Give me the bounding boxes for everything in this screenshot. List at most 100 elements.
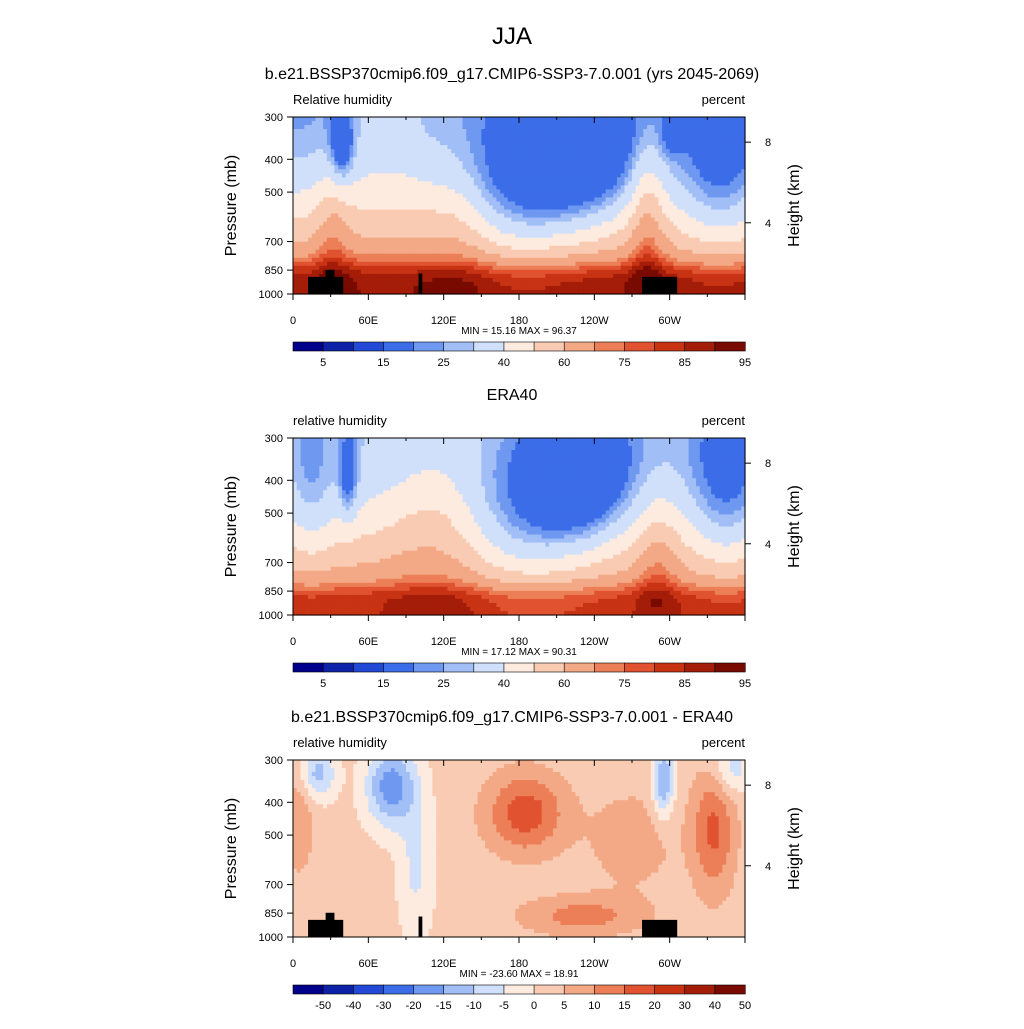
contour-cell bbox=[741, 181, 746, 186]
contour-cell bbox=[680, 121, 686, 126]
contour-cell bbox=[722, 277, 727, 283]
contour-cell bbox=[500, 137, 505, 142]
contour-cell bbox=[372, 169, 377, 174]
contour-cell bbox=[338, 217, 343, 223]
contour-cell bbox=[654, 153, 659, 158]
contour-cell bbox=[424, 257, 430, 263]
contour-cell bbox=[613, 173, 618, 178]
contour-cell bbox=[473, 117, 479, 122]
contour-cell bbox=[650, 221, 656, 227]
contour-cell bbox=[684, 145, 690, 150]
contour-cell bbox=[345, 181, 351, 186]
contour-cell bbox=[462, 181, 467, 186]
contour-cell bbox=[726, 185, 731, 191]
contour-cell bbox=[594, 181, 599, 186]
contour-cell bbox=[357, 145, 362, 150]
contour-cell bbox=[560, 197, 565, 203]
contour-cell bbox=[402, 133, 407, 138]
contour-cell bbox=[458, 181, 464, 186]
contour-cell bbox=[707, 229, 712, 235]
contour-cell bbox=[500, 181, 505, 186]
contour-cell bbox=[390, 145, 396, 150]
contour-cell bbox=[654, 269, 659, 275]
contour-cell bbox=[296, 145, 302, 150]
contour-cell bbox=[594, 177, 599, 182]
contour-cell bbox=[722, 205, 727, 211]
contour-cell bbox=[507, 245, 513, 251]
contour-cell bbox=[345, 261, 351, 267]
contour-cell bbox=[500, 193, 505, 199]
contour-cell bbox=[537, 277, 543, 283]
contour-cell bbox=[650, 253, 656, 259]
contour-cell bbox=[406, 277, 411, 283]
contour-cell bbox=[436, 181, 441, 186]
contour-cell bbox=[338, 173, 343, 178]
contour-cell bbox=[609, 257, 614, 263]
contour-cell bbox=[341, 261, 347, 267]
contour-cell bbox=[368, 257, 373, 263]
contour-cell bbox=[665, 189, 671, 195]
contour-cell bbox=[688, 233, 693, 239]
contour-cell bbox=[733, 125, 739, 130]
contour-cell bbox=[643, 205, 648, 211]
contour-cell bbox=[364, 201, 369, 207]
contour-cell bbox=[605, 121, 610, 126]
contour-cell bbox=[515, 133, 520, 138]
contour-cell bbox=[375, 161, 381, 166]
contour-cell bbox=[360, 129, 366, 134]
contour-cell bbox=[432, 181, 437, 186]
contour-cell bbox=[349, 253, 354, 259]
contour-cell bbox=[424, 169, 430, 174]
contour-cell bbox=[311, 149, 317, 154]
contour-cell bbox=[680, 157, 686, 162]
contour-cell bbox=[647, 221, 652, 227]
contour-cell bbox=[601, 269, 607, 275]
contour-cell bbox=[726, 213, 731, 219]
contour-cell bbox=[613, 249, 618, 255]
contour-cell bbox=[383, 253, 388, 259]
contour-cell bbox=[696, 185, 701, 191]
contour-cell bbox=[571, 225, 577, 231]
contour-cell bbox=[718, 141, 723, 146]
contour-cell bbox=[308, 133, 313, 138]
contour-cell bbox=[605, 241, 610, 247]
contour-cell bbox=[632, 165, 637, 170]
contour-cell bbox=[635, 209, 641, 215]
contour-cell bbox=[458, 157, 464, 162]
contour-cell bbox=[398, 213, 403, 219]
contour-cell bbox=[383, 205, 388, 211]
contour-cell bbox=[413, 233, 418, 239]
contour-cell bbox=[511, 141, 516, 146]
contour-cell bbox=[665, 197, 671, 203]
contour-cell bbox=[560, 237, 565, 243]
contour-cell bbox=[424, 165, 430, 170]
contour-cell bbox=[654, 245, 659, 251]
contour-cell bbox=[428, 253, 433, 259]
contour-cell bbox=[530, 217, 535, 223]
contour-cell bbox=[364, 209, 369, 215]
contour-cell bbox=[628, 181, 633, 186]
contour-cell bbox=[703, 121, 708, 126]
contour-cell bbox=[308, 181, 313, 186]
contour-cell bbox=[334, 233, 339, 239]
contour-cell bbox=[398, 189, 403, 195]
contour-cell bbox=[496, 145, 501, 150]
contour-cell bbox=[477, 229, 482, 235]
contour-cell bbox=[293, 121, 298, 126]
contour-cell bbox=[526, 241, 531, 247]
contour-cell bbox=[338, 273, 343, 279]
contour-cell bbox=[345, 201, 351, 207]
contour-cell bbox=[454, 161, 460, 166]
contour-cell bbox=[654, 237, 659, 243]
contour-cell bbox=[616, 153, 622, 158]
contour-cell bbox=[699, 213, 705, 219]
contour-cell bbox=[492, 261, 497, 267]
contour-cell bbox=[669, 185, 675, 191]
contour-cell bbox=[628, 169, 633, 174]
contour-cell bbox=[658, 213, 663, 219]
contour-cell bbox=[296, 173, 302, 178]
contour-cell bbox=[699, 205, 705, 211]
contour-cell bbox=[398, 201, 403, 207]
contour-cell bbox=[669, 121, 675, 126]
contour-cell bbox=[575, 213, 580, 219]
